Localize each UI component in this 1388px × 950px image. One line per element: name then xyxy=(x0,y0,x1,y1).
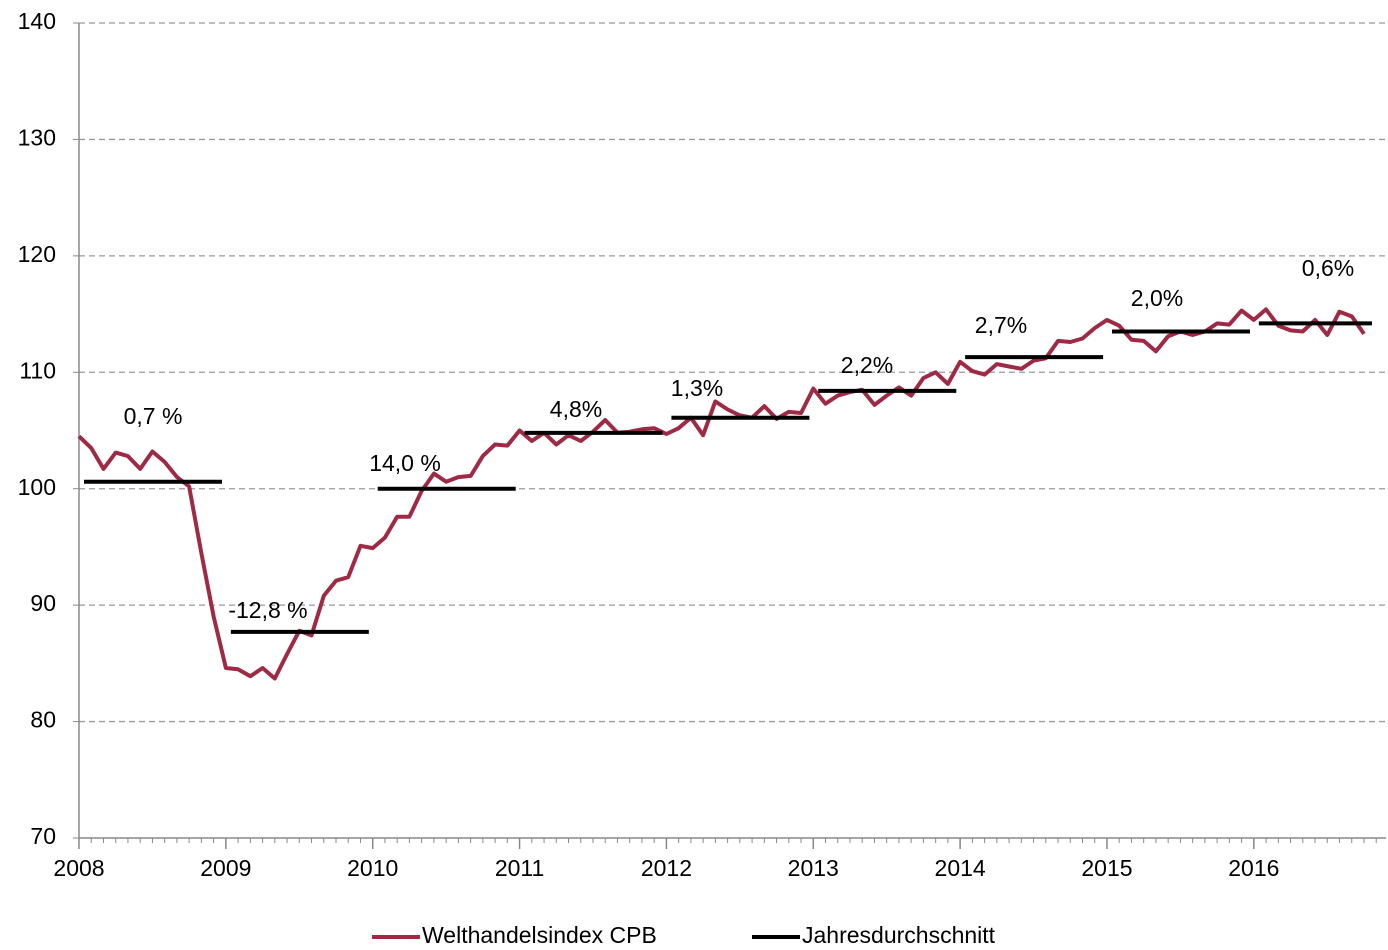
line-series xyxy=(77,307,1366,681)
x-tick-label: 2011 xyxy=(495,855,544,881)
annotation: 2,2% xyxy=(841,352,893,378)
y-tick-label: 140 xyxy=(18,8,56,34)
x-tick-label: 2009 xyxy=(200,855,251,881)
y-tick-label: 90 xyxy=(30,590,56,616)
legend-label: Welthandelsindex CPB xyxy=(422,922,657,948)
annotation: 4,8% xyxy=(550,396,602,422)
annotation: 0,6% xyxy=(1302,255,1354,281)
x-tick-label: 2013 xyxy=(788,855,839,881)
x-tick-label: 2014 xyxy=(935,855,986,881)
y-tick-label: 100 xyxy=(18,474,56,500)
y-tick-label: 120 xyxy=(18,241,56,267)
annotation: 2,7% xyxy=(975,312,1027,338)
y-tick-label: 130 xyxy=(18,125,56,151)
annotation: 1,3% xyxy=(671,375,723,401)
y-tick-label: 70 xyxy=(30,823,56,849)
y-tick-label: 80 xyxy=(30,707,56,733)
x-tick-label: 2015 xyxy=(1081,855,1132,881)
x-tick-label: 2010 xyxy=(347,855,398,881)
x-tick-label: 2012 xyxy=(641,855,692,881)
annotation: -12,8 % xyxy=(228,597,307,623)
x-tick-label: 2008 xyxy=(53,855,104,881)
legend-label: Jahresdurchschnitt xyxy=(802,922,996,948)
annotation: 2,0% xyxy=(1131,285,1183,311)
annotation: 14,0 % xyxy=(369,450,441,476)
x-tick-label: 2016 xyxy=(1228,855,1279,881)
y-tick-label: 110 xyxy=(19,357,56,383)
annotation: 0,7 % xyxy=(124,403,183,429)
